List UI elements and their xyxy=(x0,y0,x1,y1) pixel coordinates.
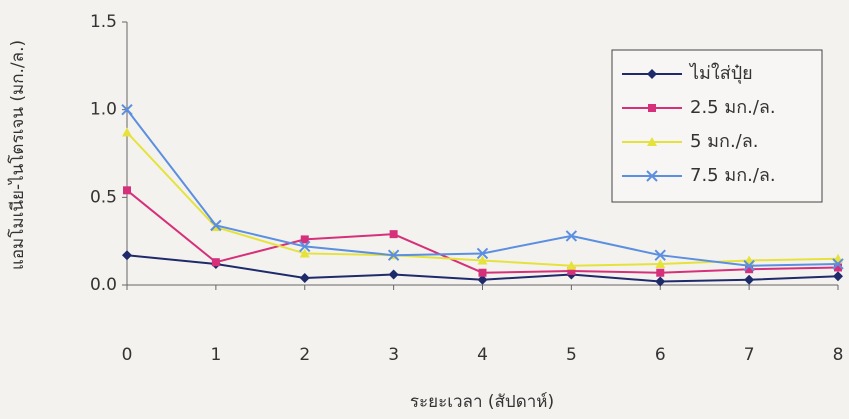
marker xyxy=(833,271,843,281)
legend-label: ไม่ใส่ปุ๋ย xyxy=(688,62,753,84)
marker xyxy=(122,127,132,136)
x-tick-label: 4 xyxy=(477,345,488,365)
legend-label: 2.5 มก./ล. xyxy=(690,97,776,118)
y-tick-label: 0.5 xyxy=(90,187,117,207)
legend-label: 5 มก./ล. xyxy=(690,131,758,152)
marker xyxy=(648,104,656,112)
x-tick-label: 7 xyxy=(744,345,755,365)
marker xyxy=(123,186,131,194)
marker xyxy=(212,258,220,266)
x-axis-title: ระยะเวลา (สัปดาห์) xyxy=(410,392,554,412)
marker xyxy=(656,269,664,277)
y-axis-title: แอมโมเนีย-ไนโตรเจน (มก./ล.) xyxy=(7,40,28,270)
legend-label: 7.5 มก./ล. xyxy=(690,165,776,186)
y-tick-label: 1.5 xyxy=(90,12,117,32)
x-tick-label: 8 xyxy=(833,345,844,365)
x-tick-label: 6 xyxy=(655,345,666,365)
x-tick-label: 0 xyxy=(122,345,133,365)
marker xyxy=(389,269,399,279)
marker xyxy=(479,269,487,277)
x-tick-label: 1 xyxy=(210,345,221,365)
chart: ระยะเวลา (สัปดาห์) แอมโมเนีย-ไนโตรเจน (ม… xyxy=(0,0,849,419)
x-tick-label: 3 xyxy=(388,345,399,365)
marker xyxy=(300,273,310,283)
x-tick-label: 2 xyxy=(299,345,310,365)
y-tick-label: 0.0 xyxy=(90,275,117,295)
marker xyxy=(390,230,398,238)
y-tick-label: 1.0 xyxy=(90,100,117,120)
marker xyxy=(744,275,754,285)
marker xyxy=(122,250,132,260)
x-tick-label: 5 xyxy=(566,345,577,365)
